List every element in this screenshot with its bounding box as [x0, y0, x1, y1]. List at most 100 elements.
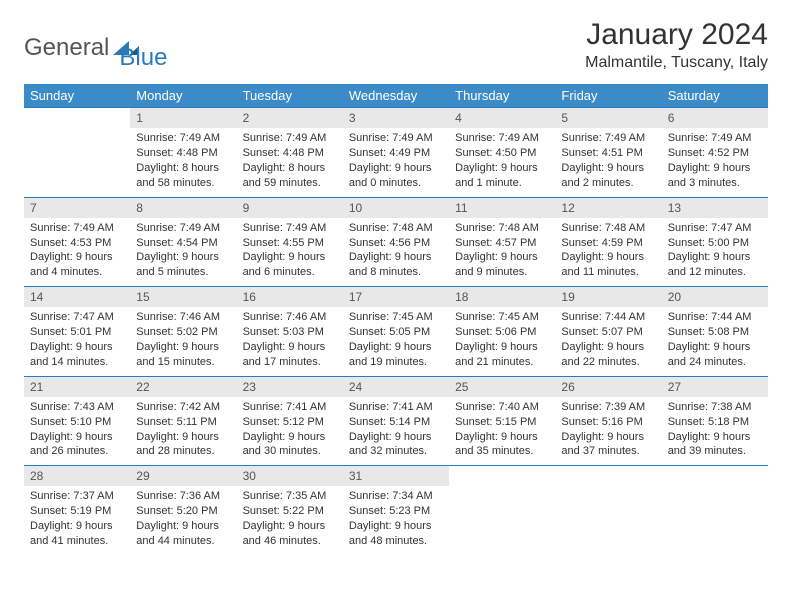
- day-body: Sunrise: 7:49 AMSunset: 4:49 PMDaylight:…: [343, 128, 449, 196]
- day-number: 6: [662, 107, 768, 128]
- sunrise-line: Sunrise: 7:49 AM: [668, 131, 762, 146]
- day-body: Sunrise: 7:36 AMSunset: 5:20 PMDaylight:…: [130, 486, 236, 554]
- day-number: 29: [130, 465, 236, 486]
- calendar-day-cell: [24, 107, 130, 197]
- day-body: Sunrise: 7:49 AMSunset: 4:53 PMDaylight:…: [24, 218, 130, 286]
- day-body: Sunrise: 7:49 AMSunset: 4:54 PMDaylight:…: [130, 218, 236, 286]
- logo: General Blue: [24, 24, 167, 72]
- day-body: Sunrise: 7:37 AMSunset: 5:19 PMDaylight:…: [24, 486, 130, 554]
- sunset-line: Sunset: 4:49 PM: [349, 146, 443, 161]
- calendar-day-cell: 2Sunrise: 7:49 AMSunset: 4:48 PMDaylight…: [237, 107, 343, 197]
- calendar-table: Sunday Monday Tuesday Wednesday Thursday…: [24, 84, 768, 555]
- weekday-header: Wednesday: [343, 84, 449, 107]
- day-body: Sunrise: 7:41 AMSunset: 5:14 PMDaylight:…: [343, 397, 449, 465]
- calendar-day-cell: [449, 465, 555, 555]
- sunrise-line: Sunrise: 7:49 AM: [136, 221, 230, 236]
- calendar-day-cell: 30Sunrise: 7:35 AMSunset: 5:22 PMDayligh…: [237, 465, 343, 555]
- daylight-line: Daylight: 9 hours and 0 minutes.: [349, 161, 443, 191]
- day-body: Sunrise: 7:40 AMSunset: 5:15 PMDaylight:…: [449, 397, 555, 465]
- page-title: January 2024: [585, 18, 768, 52]
- day-body: Sunrise: 7:39 AMSunset: 5:16 PMDaylight:…: [555, 397, 661, 465]
- calendar-day-cell: 21Sunrise: 7:43 AMSunset: 5:10 PMDayligh…: [24, 376, 130, 466]
- day-body: Sunrise: 7:46 AMSunset: 5:03 PMDaylight:…: [237, 307, 343, 375]
- calendar-day-cell: 9Sunrise: 7:49 AMSunset: 4:55 PMDaylight…: [237, 197, 343, 287]
- sunset-line: Sunset: 5:12 PM: [243, 415, 337, 430]
- calendar-day-cell: 3Sunrise: 7:49 AMSunset: 4:49 PMDaylight…: [343, 107, 449, 197]
- day-body: Sunrise: 7:45 AMSunset: 5:06 PMDaylight:…: [449, 307, 555, 375]
- sunset-line: Sunset: 5:01 PM: [30, 325, 124, 340]
- daylight-line: Daylight: 9 hours and 8 minutes.: [349, 250, 443, 280]
- daylight-line: Daylight: 8 hours and 59 minutes.: [243, 161, 337, 191]
- location: Malmantile, Tuscany, Italy: [585, 54, 768, 72]
- daylight-line: Daylight: 9 hours and 12 minutes.: [668, 250, 762, 280]
- day-number: 4: [449, 107, 555, 128]
- day-number: 26: [555, 376, 661, 397]
- sunset-line: Sunset: 5:08 PM: [668, 325, 762, 340]
- sunset-line: Sunset: 5:03 PM: [243, 325, 337, 340]
- sunset-line: Sunset: 5:06 PM: [455, 325, 549, 340]
- sunset-line: Sunset: 4:50 PM: [455, 146, 549, 161]
- sunrise-line: Sunrise: 7:46 AM: [243, 310, 337, 325]
- calendar-day-cell: 19Sunrise: 7:44 AMSunset: 5:07 PMDayligh…: [555, 286, 661, 376]
- day-number: 19: [555, 286, 661, 307]
- day-body: Sunrise: 7:49 AMSunset: 4:48 PMDaylight:…: [237, 128, 343, 196]
- day-body: Sunrise: 7:35 AMSunset: 5:22 PMDaylight:…: [237, 486, 343, 554]
- sunrise-line: Sunrise: 7:41 AM: [243, 400, 337, 415]
- daylight-line: Daylight: 8 hours and 58 minutes.: [136, 161, 230, 191]
- day-body: Sunrise: 7:47 AMSunset: 5:00 PMDaylight:…: [662, 218, 768, 286]
- calendar-day-cell: 22Sunrise: 7:42 AMSunset: 5:11 PMDayligh…: [130, 376, 236, 466]
- sunrise-line: Sunrise: 7:38 AM: [668, 400, 762, 415]
- daylight-line: Daylight: 9 hours and 21 minutes.: [455, 340, 549, 370]
- sunrise-line: Sunrise: 7:45 AM: [349, 310, 443, 325]
- calendar-week-row: 21Sunrise: 7:43 AMSunset: 5:10 PMDayligh…: [24, 376, 768, 466]
- daylight-line: Daylight: 9 hours and 14 minutes.: [30, 340, 124, 370]
- day-body: Sunrise: 7:42 AMSunset: 5:11 PMDaylight:…: [130, 397, 236, 465]
- sunset-line: Sunset: 5:10 PM: [30, 415, 124, 430]
- sunset-line: Sunset: 4:55 PM: [243, 236, 337, 251]
- day-number: 5: [555, 107, 661, 128]
- day-body: Sunrise: 7:49 AMSunset: 4:51 PMDaylight:…: [555, 128, 661, 196]
- sunset-line: Sunset: 4:56 PM: [349, 236, 443, 251]
- day-number: 30: [237, 465, 343, 486]
- daylight-line: Daylight: 9 hours and 6 minutes.: [243, 250, 337, 280]
- sunset-line: Sunset: 5:02 PM: [136, 325, 230, 340]
- calendar-day-cell: 6Sunrise: 7:49 AMSunset: 4:52 PMDaylight…: [662, 107, 768, 197]
- sunset-line: Sunset: 5:22 PM: [243, 504, 337, 519]
- day-number: 22: [130, 376, 236, 397]
- day-number: 14: [24, 286, 130, 307]
- calendar-day-cell: 17Sunrise: 7:45 AMSunset: 5:05 PMDayligh…: [343, 286, 449, 376]
- sunrise-line: Sunrise: 7:39 AM: [561, 400, 655, 415]
- weekday-header: Saturday: [662, 84, 768, 107]
- day-number: 24: [343, 376, 449, 397]
- weekday-header: Thursday: [449, 84, 555, 107]
- day-body: Sunrise: 7:44 AMSunset: 5:08 PMDaylight:…: [662, 307, 768, 375]
- calendar-day-cell: 28Sunrise: 7:37 AMSunset: 5:19 PMDayligh…: [24, 465, 130, 555]
- sunset-line: Sunset: 4:54 PM: [136, 236, 230, 251]
- sunrise-line: Sunrise: 7:34 AM: [349, 489, 443, 504]
- calendar-day-cell: 13Sunrise: 7:47 AMSunset: 5:00 PMDayligh…: [662, 197, 768, 287]
- day-body: Sunrise: 7:46 AMSunset: 5:02 PMDaylight:…: [130, 307, 236, 375]
- daylight-line: Daylight: 9 hours and 26 minutes.: [30, 430, 124, 460]
- calendar-week-row: 28Sunrise: 7:37 AMSunset: 5:19 PMDayligh…: [24, 465, 768, 555]
- daylight-line: Daylight: 9 hours and 30 minutes.: [243, 430, 337, 460]
- weekday-header: Friday: [555, 84, 661, 107]
- daylight-line: Daylight: 9 hours and 41 minutes.: [30, 519, 124, 549]
- calendar-day-cell: 7Sunrise: 7:49 AMSunset: 4:53 PMDaylight…: [24, 197, 130, 287]
- calendar-week-row: 14Sunrise: 7:47 AMSunset: 5:01 PMDayligh…: [24, 286, 768, 376]
- sunrise-line: Sunrise: 7:47 AM: [30, 310, 124, 325]
- day-body: Sunrise: 7:43 AMSunset: 5:10 PMDaylight:…: [24, 397, 130, 465]
- title-block: January 2024 Malmantile, Tuscany, Italy: [585, 18, 768, 72]
- day-number: 18: [449, 286, 555, 307]
- day-number: 25: [449, 376, 555, 397]
- day-number: 7: [24, 197, 130, 218]
- sunset-line: Sunset: 5:00 PM: [668, 236, 762, 251]
- daylight-line: Daylight: 9 hours and 35 minutes.: [455, 430, 549, 460]
- calendar-day-cell: 8Sunrise: 7:49 AMSunset: 4:54 PMDaylight…: [130, 197, 236, 287]
- sunset-line: Sunset: 4:59 PM: [561, 236, 655, 251]
- calendar-day-cell: 20Sunrise: 7:44 AMSunset: 5:08 PMDayligh…: [662, 286, 768, 376]
- daylight-line: Daylight: 9 hours and 48 minutes.: [349, 519, 443, 549]
- calendar-day-cell: 15Sunrise: 7:46 AMSunset: 5:02 PMDayligh…: [130, 286, 236, 376]
- calendar-day-cell: 18Sunrise: 7:45 AMSunset: 5:06 PMDayligh…: [449, 286, 555, 376]
- calendar-week-row: 7Sunrise: 7:49 AMSunset: 4:53 PMDaylight…: [24, 197, 768, 287]
- calendar-day-cell: 31Sunrise: 7:34 AMSunset: 5:23 PMDayligh…: [343, 465, 449, 555]
